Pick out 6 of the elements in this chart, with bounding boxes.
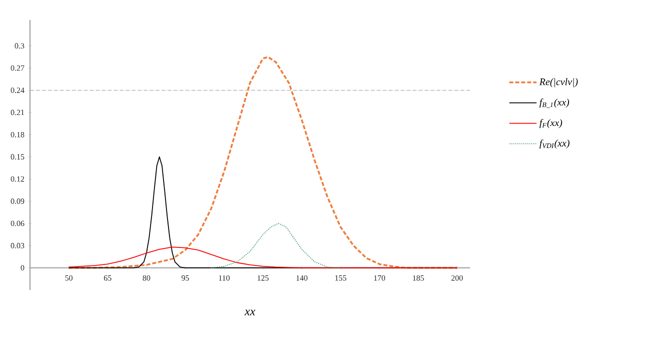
legend-label: f$_{VDI}$(xx) [540, 139, 570, 149]
line-series [210, 223, 341, 268]
legend-label: Re(|cvlv|) [539, 78, 578, 88]
x-axis-title: xx [244, 310, 256, 316]
legend-label: f$_{F}$(xx) [540, 119, 562, 128]
legend-label: f$_{B_1}$(xx) [540, 98, 570, 108]
